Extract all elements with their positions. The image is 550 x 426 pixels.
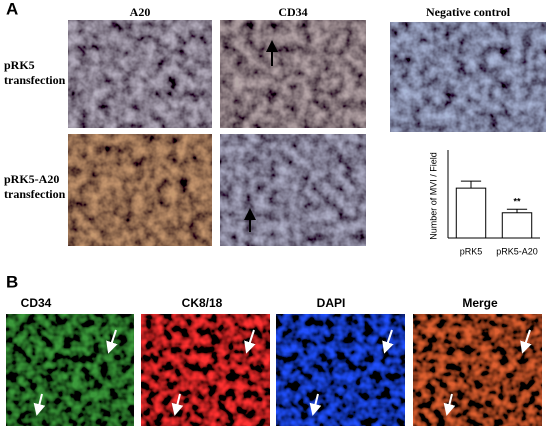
micrograph [141, 314, 270, 426]
column-header: CK8/18 [182, 296, 223, 310]
micrograph [413, 314, 542, 426]
column-header: CD34 [21, 296, 52, 310]
column-header: CD34 [278, 5, 307, 19]
bar [455, 187, 487, 239]
x-tick-label: pRK5-A20 [496, 246, 538, 256]
micrograph [276, 314, 405, 426]
column-header: Negative control [426, 5, 511, 19]
row-label: transfection [4, 187, 66, 201]
micrograph [6, 314, 134, 426]
column-header: Merge [462, 296, 498, 310]
column-header: DAPI [317, 296, 346, 310]
significance: ** [513, 197, 521, 207]
row-label: transfection [4, 73, 66, 87]
column-header: A20 [130, 5, 151, 19]
micrograph [68, 134, 212, 246]
micrograph [68, 20, 212, 128]
row-label: pRK5 [4, 58, 35, 72]
arrows [33, 329, 532, 416]
y-axis-title: Number of MVI / Field [428, 152, 438, 240]
micrograph [220, 20, 366, 128]
panel-label: A [6, 0, 18, 18]
micrograph [220, 134, 366, 246]
bar-chart: Number of MVI / Field pRK5 pRK5-A20 ** [428, 150, 540, 256]
row-label: pRK5-A20 [4, 172, 59, 186]
bar [501, 212, 533, 239]
x-tick-label: pRK5 [460, 246, 483, 256]
micrograph [390, 22, 546, 132]
panel-label: B [6, 272, 18, 291]
